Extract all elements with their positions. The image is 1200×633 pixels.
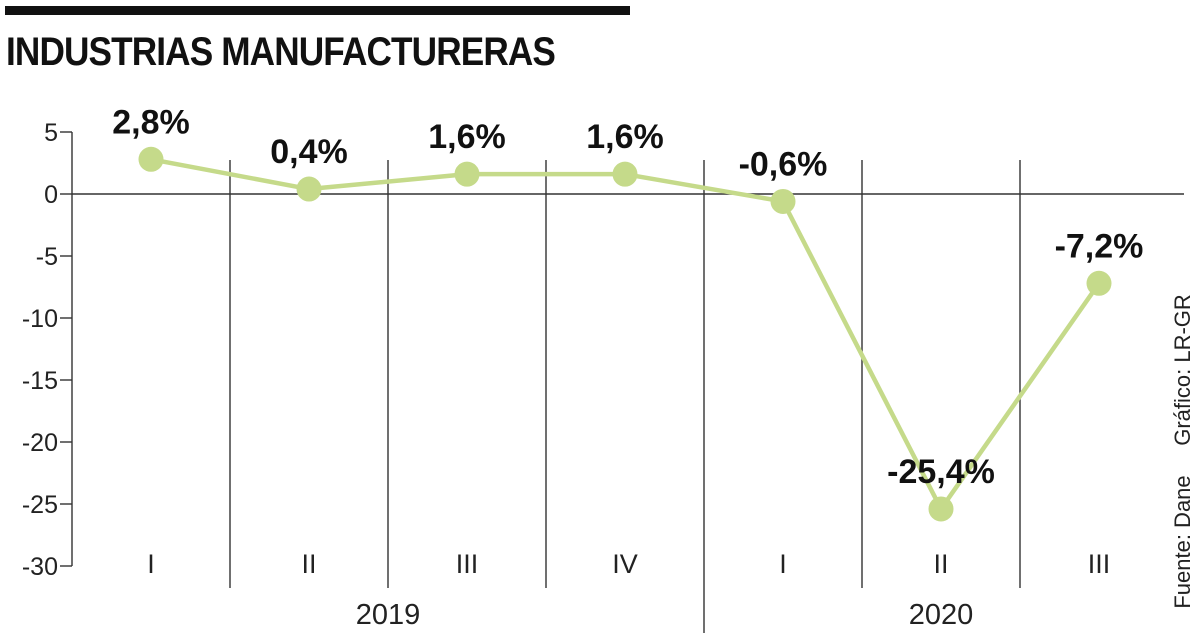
chart-title: INDUSTRIAS MANUFACTURERAS <box>6 30 556 74</box>
data-label: 2,8% <box>112 103 190 141</box>
y-axis-ticks: 5 0 -5 -10 -15 -20 -25 -30 <box>22 119 72 581</box>
source-note: Fuente: Dane <box>1170 475 1195 608</box>
data-label: 1,6% <box>428 118 506 156</box>
y-tick-label: 5 <box>44 119 58 147</box>
year-label: 2019 <box>356 599 421 631</box>
data-point <box>1086 270 1112 296</box>
data-label: -25,4% <box>887 453 995 491</box>
x-tick-label: IV <box>612 549 638 579</box>
data-label: 0,4% <box>270 133 348 171</box>
year-label: 2020 <box>909 599 974 631</box>
x-tick-label: III <box>1088 549 1111 579</box>
x-tick-label: I <box>147 549 155 579</box>
y-tick-label: -10 <box>22 305 58 333</box>
y-tick-label: -20 <box>22 429 58 457</box>
x-tick-label: II <box>933 549 948 579</box>
data-point <box>296 176 322 202</box>
chart-axes <box>71 132 1184 566</box>
data-point <box>612 161 638 187</box>
chart-credit: Gráfico: LR-GR <box>1170 294 1195 446</box>
data-point <box>928 496 954 522</box>
y-tick-label: -5 <box>36 243 58 271</box>
y-tick-label: 0 <box>44 181 58 209</box>
data-label: -7,2% <box>1055 227 1144 265</box>
data-point <box>454 161 480 187</box>
x-tick-label: II <box>301 549 316 579</box>
data-series <box>138 146 1112 522</box>
x-tick-label: I <box>779 549 787 579</box>
data-point <box>770 188 796 214</box>
y-tick-label: -25 <box>22 491 58 519</box>
data-point <box>138 146 164 172</box>
y-tick-label: -30 <box>22 553 58 581</box>
chart-grid <box>229 160 1021 633</box>
y-tick-label: -15 <box>22 367 58 395</box>
data-labels: 2,8% 0,4% 1,6% 1,6% -0,6% -25,4% -7,2% <box>112 103 1143 491</box>
data-label: 1,6% <box>586 118 664 156</box>
data-label: -0,6% <box>739 145 828 183</box>
x-tick-label: III <box>456 549 479 579</box>
top-rule <box>5 6 630 15</box>
